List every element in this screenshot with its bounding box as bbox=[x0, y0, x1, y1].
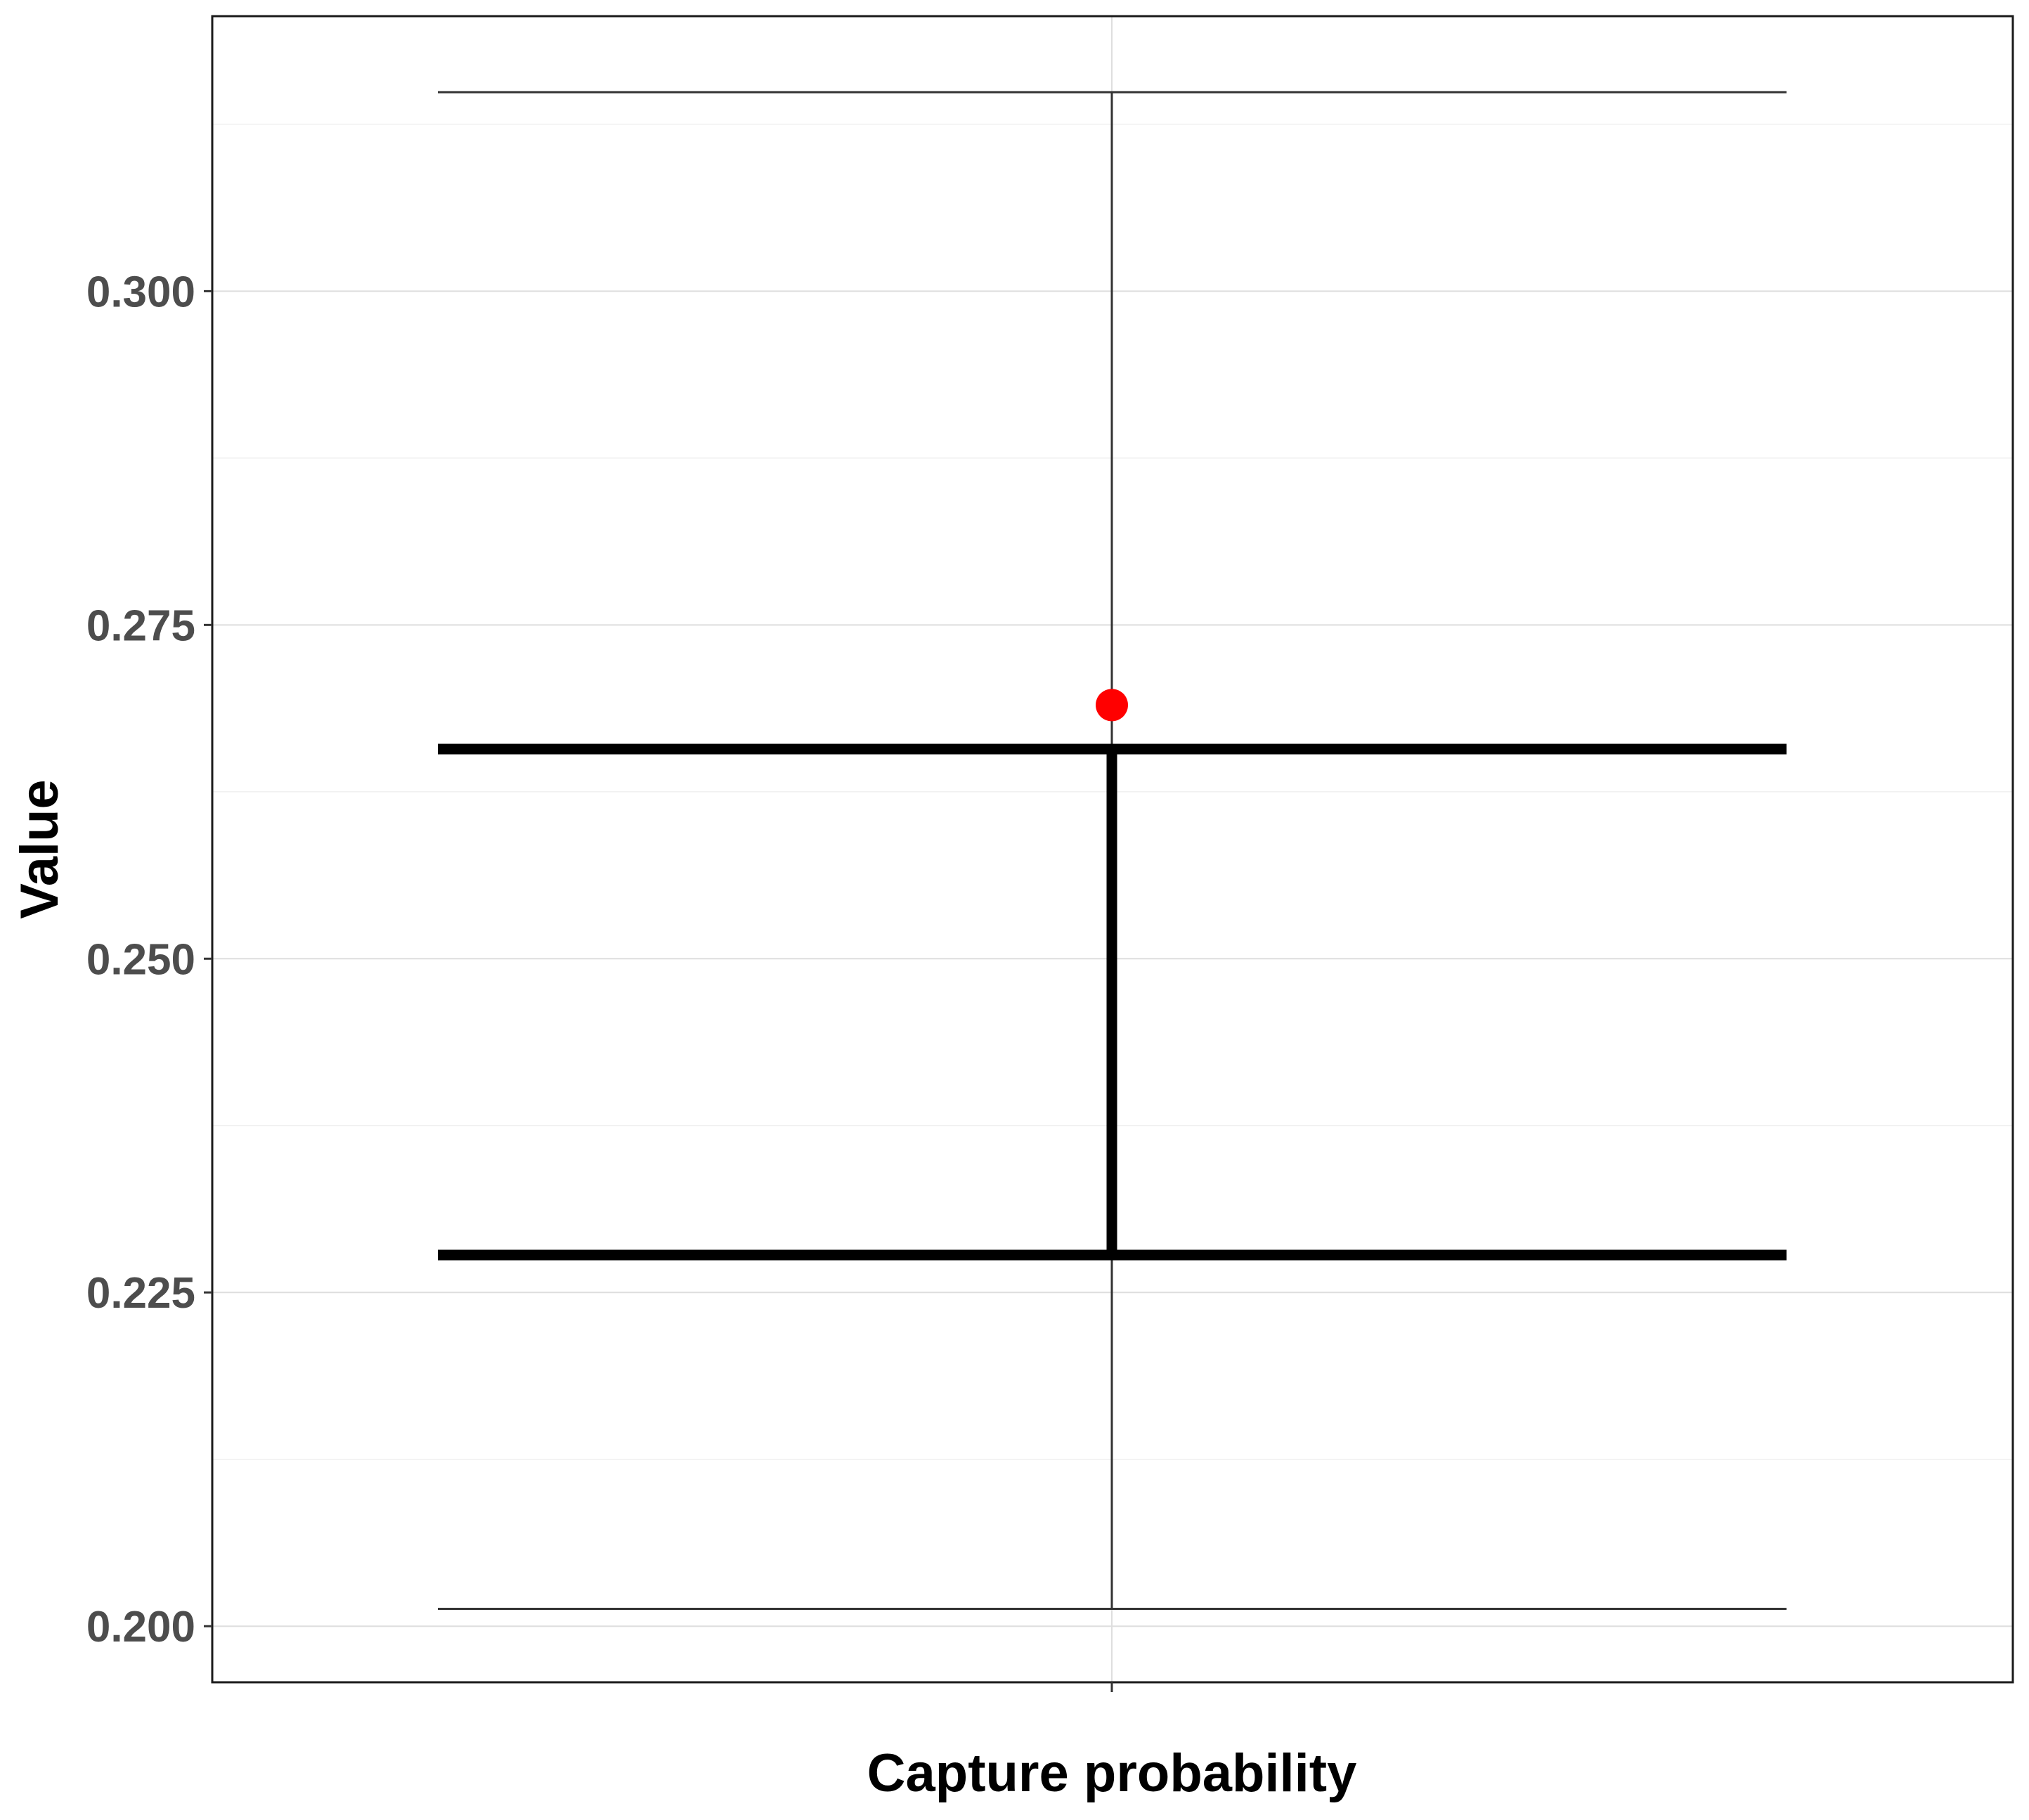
y-tick-label: 0.250 bbox=[86, 935, 195, 984]
x-axis-title: Capture probability bbox=[867, 1743, 1357, 1803]
y-tick-label: 0.300 bbox=[86, 268, 195, 316]
y-tick-label: 0.200 bbox=[86, 1603, 195, 1651]
y-axis-title: Value bbox=[10, 779, 70, 919]
y-tick-label: 0.275 bbox=[86, 602, 195, 650]
y-tick-label: 0.225 bbox=[86, 1269, 195, 1318]
y-axis: 0.200 0.225 0.250 0.275 0.300 bbox=[86, 268, 212, 1651]
chart-marks bbox=[438, 91, 1787, 1611]
point-estimate bbox=[1096, 689, 1128, 722]
